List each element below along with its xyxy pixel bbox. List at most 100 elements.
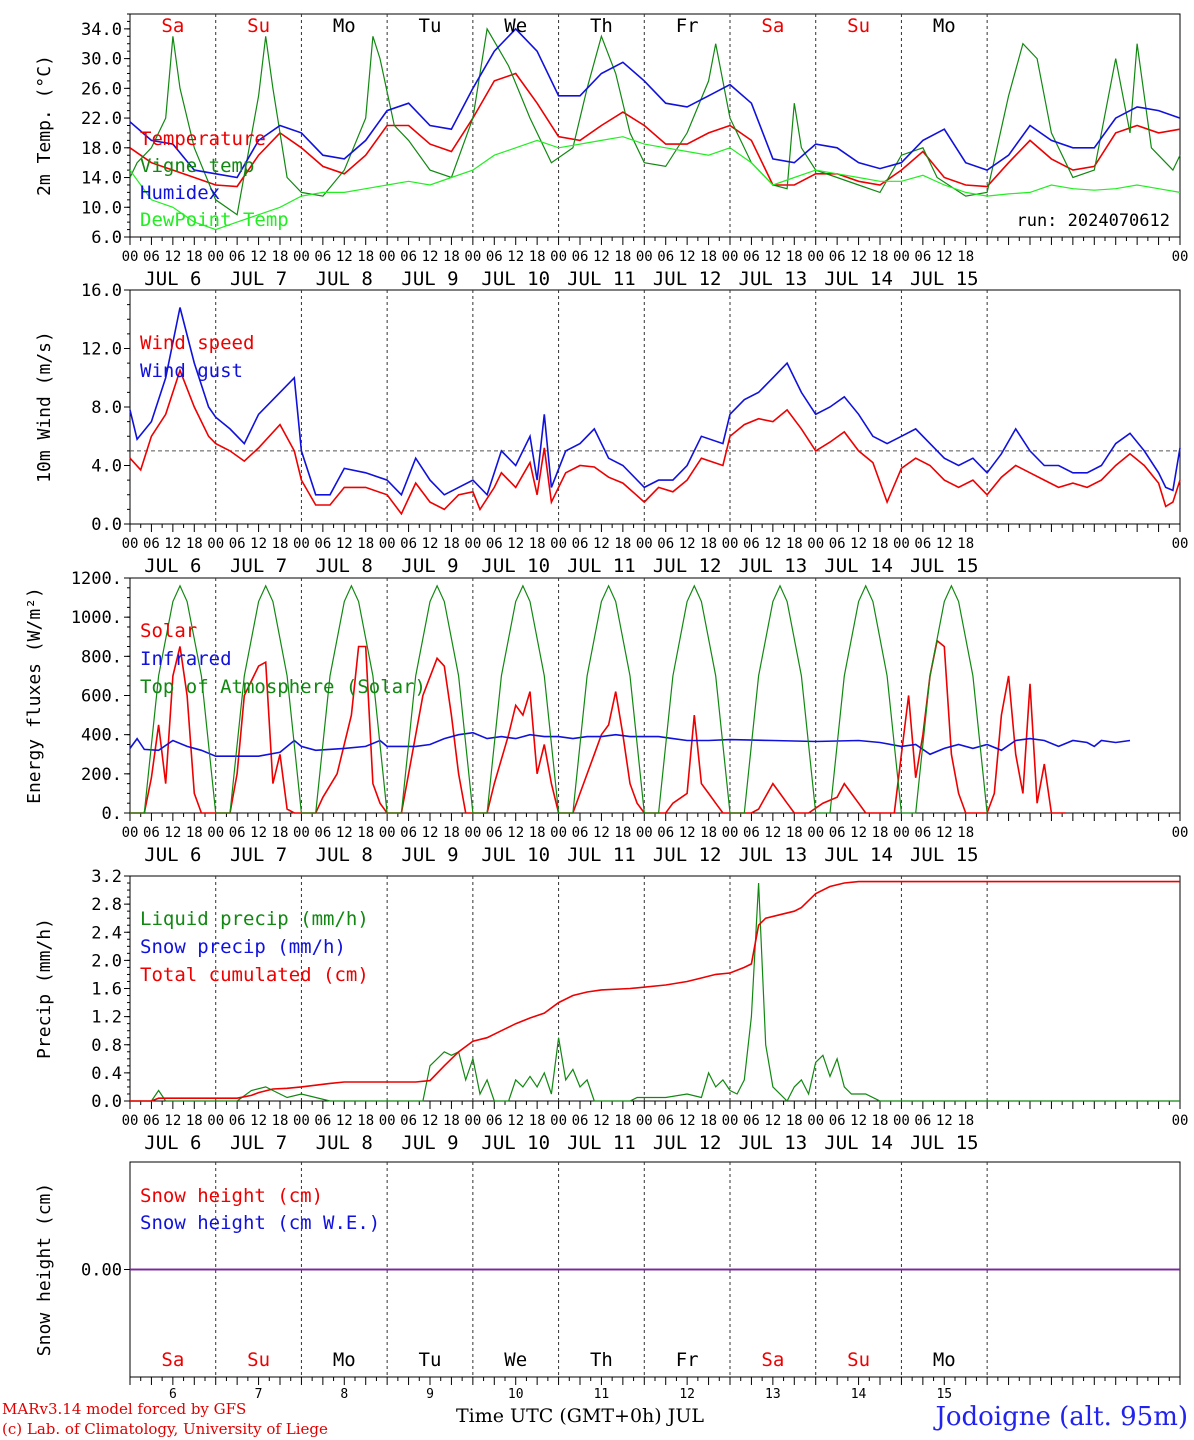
hour-label: 12 — [764, 1113, 781, 1129]
hour-label: 18 — [786, 536, 803, 552]
hour-label: 06 — [314, 825, 331, 841]
hour-label: 00 — [893, 825, 910, 841]
hour-label: 00 — [722, 249, 739, 265]
hour-label: 18 — [443, 825, 460, 841]
hour-label: 12 — [507, 536, 524, 552]
hour-label: 06 — [914, 825, 931, 841]
date-label: JUL 15 — [910, 268, 979, 290]
hour-label: 18 — [272, 825, 289, 841]
date-label: JUL 6 — [144, 268, 201, 290]
hour-label: 12 — [250, 536, 267, 552]
y-tick-label: 4.0 — [91, 457, 122, 477]
weekday-label: We — [504, 15, 527, 37]
panel-frame — [129, 289, 1181, 525]
hour-label: 06 — [143, 825, 160, 841]
hour-label: 00 — [807, 1113, 824, 1129]
weekday-label: Su — [847, 15, 870, 37]
hour-label: 00 — [1172, 249, 1189, 265]
hour-label: 12 — [850, 1113, 867, 1129]
y-tick-label: 34.0 — [81, 20, 122, 40]
hour-label: 12 — [936, 1113, 953, 1129]
date-label: JUL 11 — [567, 555, 636, 577]
hour-label: 06 — [486, 249, 503, 265]
y-tick-label: 600. — [81, 687, 122, 707]
series-line — [129, 368, 1181, 516]
y-tick-label: 26.0 — [81, 79, 122, 99]
weekday-label: Tu — [419, 1349, 442, 1371]
hour-label: 12 — [850, 825, 867, 841]
y-tick-label: 12.0 — [81, 340, 122, 360]
hour-label: 06 — [743, 249, 760, 265]
date-label: JUL 10 — [481, 1132, 550, 1154]
hour-label: 00 — [636, 1113, 653, 1129]
hour-label: 00 — [1172, 536, 1189, 552]
hour-label: 12 — [593, 249, 610, 265]
legend-entry: DewPoint Temp — [140, 209, 289, 231]
hour-label: 00 — [807, 536, 824, 552]
hour-label: 12 — [507, 249, 524, 265]
hour-label: 00 — [807, 825, 824, 841]
date-label: JUL 11 — [567, 844, 636, 866]
hour-label: 12 — [164, 825, 181, 841]
panel-2: 10m Wind (m/s) — [34, 289, 1181, 532]
date-label: JUL 9 — [401, 555, 458, 577]
hour-label: 18 — [186, 1113, 203, 1129]
date-label: JUL 15 — [910, 1132, 979, 1154]
series-line — [129, 27, 1181, 216]
hour-label: 00 — [1172, 825, 1189, 841]
hour-label: 00 — [1172, 1113, 1189, 1129]
y-tick-label: 0. — [102, 804, 122, 824]
y-axis-label: Snow height (cm) — [34, 1183, 55, 1356]
y-axis-label: 10m Wind (m/s) — [34, 331, 55, 483]
hour-label: 00 — [550, 825, 567, 841]
hour-label: 06 — [314, 1113, 331, 1129]
hour-label: 00 — [464, 825, 481, 841]
hour-label: 00 — [722, 825, 739, 841]
hour-label: 06 — [829, 825, 846, 841]
hour-label: 18 — [872, 249, 889, 265]
legend-entry: Top of Atmosphere (Solar) — [140, 676, 426, 698]
y-tick-label: 0.00 — [81, 1261, 122, 1281]
hour-label: 06 — [229, 249, 246, 265]
date-label: JUL 13 — [739, 844, 808, 866]
hour-label: 12 — [593, 825, 610, 841]
day-number: 8 — [340, 1387, 348, 1402]
hour-label: 12 — [164, 249, 181, 265]
hour-label: 12 — [422, 825, 439, 841]
y-tick-label: 0.0 — [91, 515, 122, 535]
hour-label: 12 — [336, 1113, 353, 1129]
hour-label: 18 — [529, 536, 546, 552]
series-line — [130, 639, 1066, 814]
legend-entry: Liquid precip (mm/h) — [140, 908, 369, 930]
hour-label: 18 — [272, 249, 289, 265]
weekday-label: Tu — [419, 15, 442, 37]
day-number: 12 — [679, 1387, 695, 1402]
hour-label: 18 — [186, 249, 203, 265]
series-line — [129, 27, 1181, 179]
day-number: 14 — [851, 1387, 867, 1402]
hour-label: 18 — [272, 536, 289, 552]
date-label: JUL 13 — [739, 1132, 808, 1154]
series-line — [129, 72, 1181, 188]
day-number: 13 — [765, 1387, 781, 1402]
hour-label: 06 — [657, 536, 674, 552]
date-label: JUL 7 — [230, 844, 287, 866]
hour-label: 00 — [722, 536, 739, 552]
hour-label: 12 — [507, 1113, 524, 1129]
hour-label: 00 — [207, 536, 224, 552]
hour-label: 06 — [572, 825, 589, 841]
hour-label: 00 — [122, 1113, 139, 1129]
hour-label: 00 — [207, 249, 224, 265]
series-line — [130, 882, 1180, 1103]
hour-label: 00 — [207, 825, 224, 841]
hour-label: 18 — [357, 825, 374, 841]
hour-label: 12 — [679, 825, 696, 841]
hour-label: 12 — [250, 1113, 267, 1129]
hour-label: 12 — [850, 536, 867, 552]
day-number: 10 — [508, 1387, 524, 1402]
y-axis-label: Precip (mm/h) — [34, 918, 55, 1059]
hour-label: 00 — [550, 536, 567, 552]
hour-label: 18 — [700, 1113, 717, 1129]
hour-label: 06 — [486, 536, 503, 552]
lab-credit: (c) Lab. of Climatology, University of L… — [2, 1420, 328, 1438]
